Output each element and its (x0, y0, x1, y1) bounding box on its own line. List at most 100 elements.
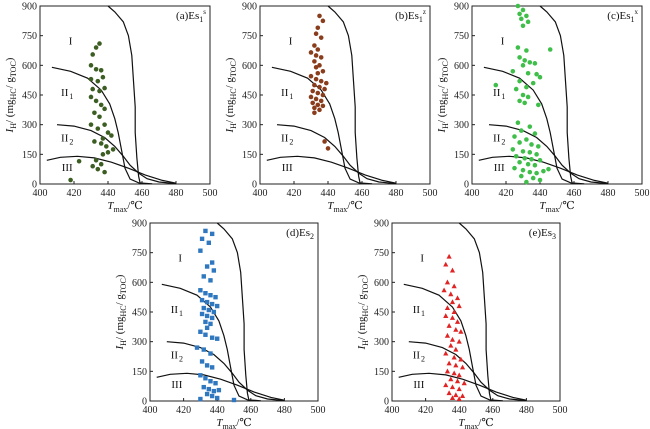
y-tick-label: 750 (242, 31, 257, 42)
data-point (204, 363, 210, 368)
data-point (458, 356, 464, 362)
y-tick-label: 750 (132, 248, 147, 259)
data-point (98, 141, 104, 146)
data-point (537, 177, 543, 183)
data-point (443, 382, 449, 388)
data-point (537, 74, 543, 80)
data-point (443, 350, 449, 356)
y-tick-label: 0 (142, 397, 147, 408)
data-point (93, 98, 99, 104)
panel-label: (b)Es1z (395, 8, 426, 24)
data-point (446, 323, 452, 328)
data-point (443, 313, 449, 318)
data-point (493, 82, 499, 88)
data-point (204, 391, 210, 397)
data-point (203, 291, 208, 296)
data-point (88, 63, 94, 68)
data-point (93, 45, 99, 50)
data-point (215, 336, 220, 341)
boundary-curve-1 (161, 283, 261, 402)
data-point (102, 122, 107, 127)
data-point (510, 68, 516, 74)
panel-a: 400 420 440 460 480 5000150300450600750900III… (4, 2, 218, 215)
data-point (456, 386, 462, 392)
data-point (100, 74, 106, 80)
boundary-curve-4 (216, 222, 250, 402)
data-point (313, 31, 319, 36)
data-point (204, 264, 210, 269)
data-point (318, 55, 324, 60)
data-point (105, 150, 111, 155)
data-point (318, 78, 324, 84)
data-point (446, 360, 452, 366)
data-point (312, 82, 317, 88)
data-point (105, 130, 111, 135)
y-tick-label: 750 (374, 248, 389, 259)
boundary-curve-4 (539, 5, 573, 185)
data-point (93, 157, 99, 163)
data-point (216, 387, 222, 393)
data-point (198, 288, 203, 293)
y-axis-label: IH/ (mgHC/ gTOC) (224, 57, 238, 133)
x-tick-label: 460 (135, 188, 150, 199)
data-point (459, 393, 466, 399)
data-point (524, 179, 529, 185)
data-point (512, 134, 517, 139)
x-axis-label: Tmax/℃ (216, 417, 251, 429)
data-point (449, 267, 456, 273)
data-point (449, 395, 456, 401)
y-tick-label: 450 (242, 91, 257, 102)
data-point (537, 157, 543, 163)
data-point (203, 228, 208, 234)
panel-label: (c)Es1x (607, 8, 638, 24)
data-point (93, 66, 99, 72)
data-point (448, 342, 454, 348)
data-point (209, 315, 215, 321)
data-point (317, 84, 322, 90)
data-point (98, 161, 104, 167)
data-point (313, 53, 319, 58)
data-point (522, 155, 527, 161)
data-point (522, 58, 527, 63)
data-point (444, 305, 451, 311)
x-tick-label: 420 (67, 188, 82, 199)
y-tick-label: 900 (22, 2, 37, 13)
data-point (320, 103, 326, 109)
data-point (98, 102, 104, 108)
y-tick-label: 300 (22, 120, 37, 131)
boundary-curve-2 (488, 124, 609, 185)
data-point (308, 50, 314, 55)
data-point (97, 41, 102, 46)
data-point (453, 327, 459, 332)
y-axis-label: IH/ (mgHC/ gTOC) (356, 274, 370, 350)
zone-label: II1 (171, 304, 183, 318)
data-point (95, 166, 101, 172)
x-tick-label: 500 (635, 188, 650, 199)
data-point (198, 373, 203, 378)
data-point (519, 16, 524, 22)
x-tick-label: 420 (176, 405, 191, 416)
x-tick-label: 480 (169, 188, 184, 199)
y-tick-label: 150 (22, 150, 37, 161)
zone-label: II1 (61, 87, 73, 101)
data-point (68, 177, 73, 183)
boundary-curve-1 (271, 66, 373, 185)
data-point (90, 163, 95, 169)
data-point (215, 303, 220, 309)
data-point (206, 307, 211, 313)
data-point (520, 63, 526, 68)
data-point (209, 260, 215, 265)
data-point (208, 292, 213, 298)
data-point (517, 159, 522, 165)
zone-label: I (289, 36, 293, 48)
data-point (199, 236, 205, 242)
x-tick-label: 460 (243, 405, 258, 416)
x-axis-label: Tmax/℃ (458, 417, 493, 429)
boundary-curve-3 (46, 155, 177, 184)
x-tick-label: 400 (385, 405, 400, 416)
data-point (532, 131, 538, 136)
data-point (199, 359, 205, 364)
y-tick-label: 0 (32, 180, 37, 191)
x-tick-label: 480 (519, 405, 534, 416)
